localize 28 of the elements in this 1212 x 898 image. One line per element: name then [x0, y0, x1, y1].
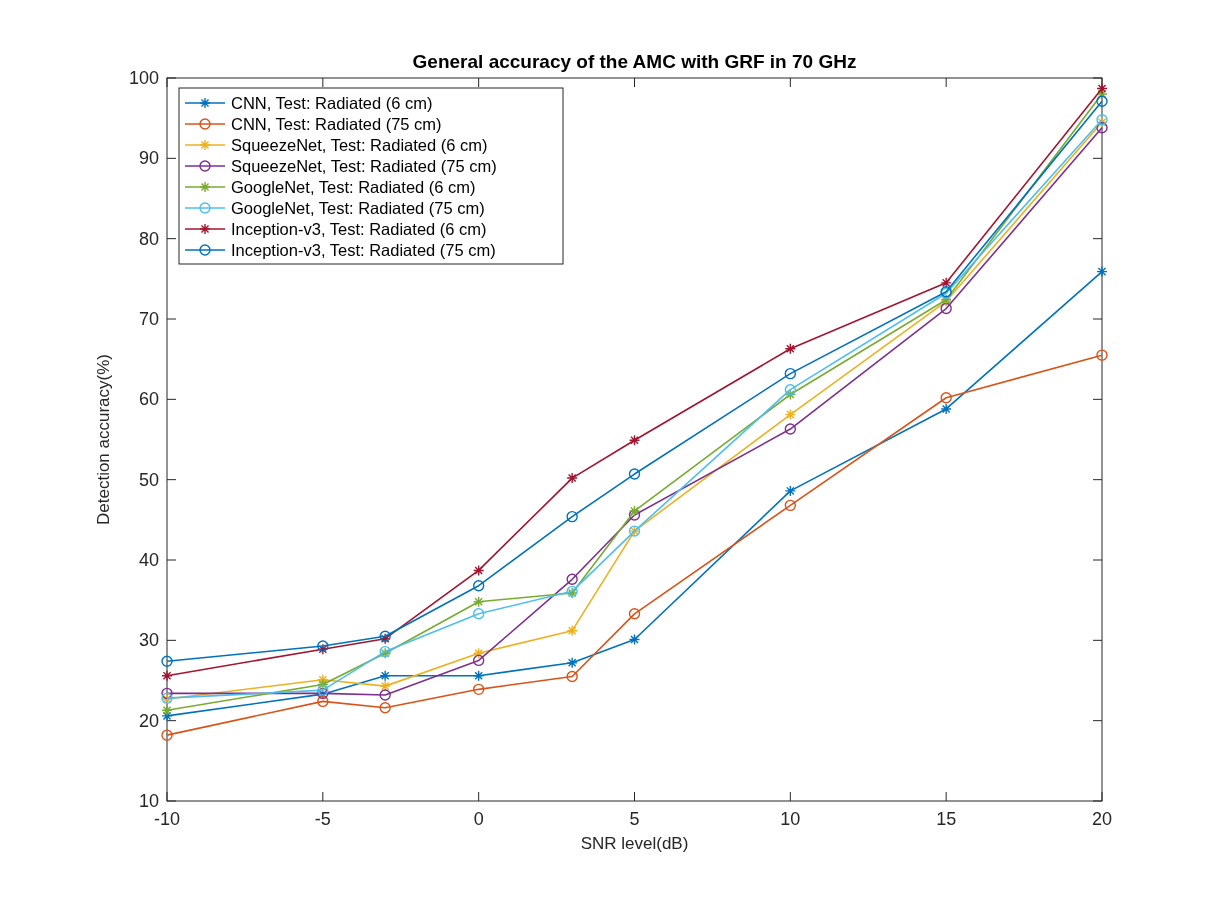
legend-label: GoogleNet, Test: Radiated (6 cm) [231, 178, 476, 196]
y-tick-label: 90 [138, 148, 159, 169]
legend-label: Inception-v3, Test: Radiated (6 cm) [231, 220, 487, 238]
y-tick-label: 30 [138, 630, 159, 651]
y-tick-label: 70 [138, 309, 159, 329]
y-tick-label: 10 [138, 791, 159, 811]
legend-label: Inception-v3, Test: Radiated (75 cm) [231, 241, 496, 259]
x-tick-label: 20 [1091, 809, 1113, 829]
x-tick-label: 5 [629, 809, 640, 829]
chart-title: General accuracy of the AMC with GRF in 70 GHz [412, 51, 857, 72]
y-axis-title: Detection accuracy(%) [94, 353, 113, 526]
x-axis-title: SNR level(dB) [580, 834, 689, 853]
x-tick-label: -5 [314, 809, 331, 829]
y-tick-label: 40 [138, 550, 159, 570]
legend-label: SqueezeNet, Test: Radiated (6 cm) [231, 136, 488, 154]
legend-label: CNN, Test: Radiated (6 cm) [231, 94, 433, 112]
x-tick-label: 0 [473, 809, 484, 829]
x-tick-label: 15 [936, 809, 957, 829]
y-tick-label: 50 [138, 469, 159, 490]
legend-label: GoogleNet, Test: Radiated (75 cm) [231, 199, 485, 217]
y-tick-label: 20 [138, 710, 159, 731]
y-tick-label: 100 [128, 68, 159, 88]
y-tick-label: 80 [138, 228, 159, 249]
legend-label: CNN, Test: Radiated (75 cm) [231, 115, 442, 133]
x-tick-label: 10 [780, 809, 801, 829]
y-tick-label: 60 [138, 389, 159, 410]
legend-label: SqueezeNet, Test: Radiated (75 cm) [231, 157, 497, 175]
x-tick-label: -10 [153, 809, 181, 829]
